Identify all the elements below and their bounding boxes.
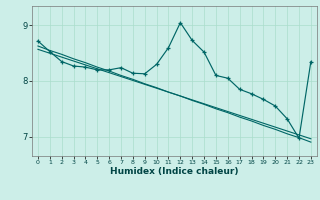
X-axis label: Humidex (Indice chaleur): Humidex (Indice chaleur) (110, 167, 239, 176)
